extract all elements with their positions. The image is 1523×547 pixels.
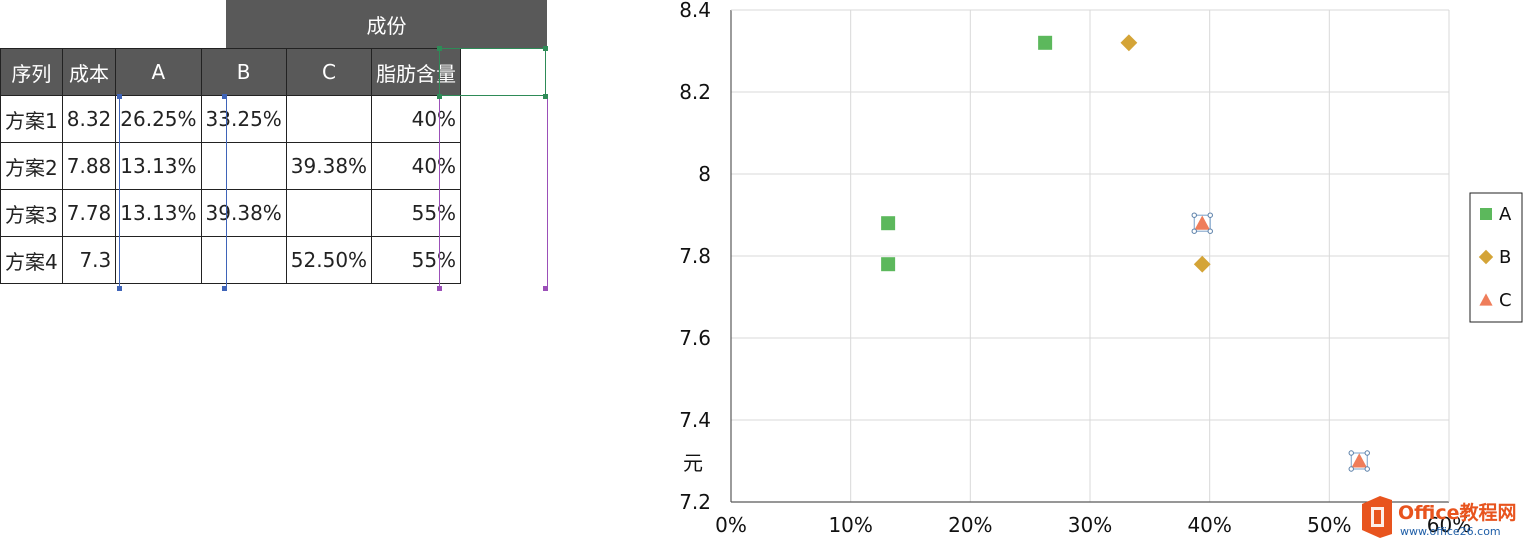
point-selection-box <box>1193 214 1211 232</box>
range-handle[interactable] <box>117 286 122 291</box>
cell-c[interactable] <box>285 189 373 237</box>
legend-marker-b[interactable] <box>1478 249 1494 265</box>
point-selection-handle[interactable] <box>1207 212 1213 218</box>
y-tick-label: 8.4 <box>679 0 711 22</box>
point-selection-handle[interactable] <box>1364 466 1370 472</box>
table-row: 方案4 7.3 52.50% 55% <box>0 236 462 284</box>
header-cost[interactable]: 成本 <box>61 48 117 96</box>
range-handle[interactable] <box>117 94 122 99</box>
cell-b[interactable]: 33.25% <box>200 95 287 143</box>
y-tick-label: 8 <box>698 162 711 186</box>
range-handle[interactable] <box>543 46 548 51</box>
cell-c[interactable]: 39.38% <box>285 142 373 190</box>
data-point-b[interactable] <box>1193 255 1211 273</box>
point-selection-box <box>1350 452 1368 470</box>
y-tick-label: 7.8 <box>679 244 711 268</box>
cell-name[interactable]: 方案1 <box>0 95 63 143</box>
cell-c[interactable]: 52.50% <box>285 236 373 284</box>
range-handle[interactable] <box>437 286 442 291</box>
cell-fat[interactable]: 55% <box>371 189 462 237</box>
range-handle[interactable] <box>437 46 442 51</box>
point-selection-handle[interactable] <box>1207 228 1213 234</box>
data-point-a[interactable] <box>1038 35 1053 50</box>
point-selection-handle[interactable] <box>1364 450 1370 456</box>
watermark: Office教程网 www.office26.com <box>1358 490 1523 543</box>
x-tick-label: 0% <box>715 513 747 537</box>
cell-b[interactable] <box>200 142 287 190</box>
data-table: 序列 成本 A B C 脂肪含量 方案1 8.32 26.25% 33.25% … <box>0 48 462 284</box>
header-b[interactable]: B <box>200 48 287 96</box>
x-tick-label: 20% <box>948 513 992 537</box>
cell-b[interactable]: 39.38% <box>200 189 287 237</box>
cell-name[interactable]: 方案3 <box>0 189 63 237</box>
point-selection-handle[interactable] <box>1348 466 1354 472</box>
cell-a[interactable]: 13.13% <box>115 142 202 190</box>
watermark-brand: Office教程网 <box>1398 501 1517 524</box>
header-row: 序列 成本 A B C 脂肪含量 <box>0 48 462 96</box>
legend-label-b: B <box>1499 247 1511 268</box>
range-handle[interactable] <box>543 286 548 291</box>
point-selection-handle[interactable] <box>1348 450 1354 456</box>
watermark-url: www.office26.com <box>1400 525 1501 538</box>
data-point-c[interactable] <box>1351 453 1367 468</box>
y-tick-label: 7.2 <box>679 490 711 514</box>
cell-fat[interactable]: 55% <box>371 236 462 284</box>
range-handle[interactable] <box>543 94 548 99</box>
cell-a[interactable]: 13.13% <box>115 189 202 237</box>
header-a[interactable]: A <box>115 48 202 96</box>
x-tick-label: 10% <box>828 513 872 537</box>
header-series[interactable]: 序列 <box>0 48 63 96</box>
legend-marker-c[interactable] <box>1479 293 1493 306</box>
x-tick-label: 50% <box>1307 513 1351 537</box>
cell-cost[interactable]: 7.3 <box>61 236 117 284</box>
cell-b[interactable] <box>200 236 287 284</box>
data-point-a[interactable] <box>881 216 896 231</box>
cell-cost[interactable]: 8.32 <box>61 95 117 143</box>
table-row: 方案1 8.32 26.25% 33.25% 40% <box>0 95 462 143</box>
cell-fat[interactable]: 40% <box>371 142 462 190</box>
y-axis-label: 元 <box>683 451 703 475</box>
scatter-chart[interactable]: 0% 10% 20% 30% 40% 50% 60%7.27.47.67.888.28.4 … <box>660 0 1523 543</box>
data-points <box>881 34 1370 472</box>
point-selection-handle[interactable] <box>1191 212 1197 218</box>
cell-name[interactable]: 方案4 <box>0 236 63 284</box>
y-tick-label: 8.2 <box>679 80 711 104</box>
data-point-c[interactable] <box>1194 215 1210 230</box>
table-row: 方案2 7.88 13.13% 39.38% 40% <box>0 142 462 190</box>
cell-name[interactable]: 方案2 <box>0 142 63 190</box>
legend[interactable]: A B C <box>1469 192 1523 323</box>
cell-a[interactable]: 26.25% <box>115 95 202 143</box>
office-logo-icon: Office教程网 www.office26.com <box>1362 496 1517 538</box>
legend-label-c: C <box>1499 290 1512 311</box>
table-row: 方案3 7.78 13.13% 39.38% 55% <box>0 189 462 237</box>
cell-cost[interactable]: 7.88 <box>61 142 117 190</box>
range-handle[interactable] <box>222 94 227 99</box>
x-tick-label: 40% <box>1187 513 1231 537</box>
cell-fat[interactable]: 40% <box>371 95 462 143</box>
data-point-a[interactable] <box>881 257 896 272</box>
legend-label-a: A <box>1499 204 1512 225</box>
group-header-ingredients: 成份 <box>226 0 547 48</box>
range-handle[interactable] <box>437 94 442 99</box>
tick-labels: 0% 10% 20% 30% 40% 50% 60% 7.2 7.4 7.6 7.8 8 8.2 8.4 <box>679 0 1471 537</box>
y-tick-label: 7.4 <box>679 408 711 432</box>
cell-c[interactable] <box>285 95 373 143</box>
header-c[interactable]: C <box>285 48 373 96</box>
cell-a[interactable] <box>115 236 202 284</box>
x-tick-label: 60% <box>1427 513 1471 537</box>
x-tick-label: 30% <box>1068 513 1112 537</box>
y-tick-label: 7.6 <box>679 326 711 350</box>
point-selection-handle[interactable] <box>1191 228 1197 234</box>
header-fat[interactable]: 脂肪含量 <box>371 48 462 96</box>
range-handle[interactable] <box>222 286 227 291</box>
gridlines <box>731 9 1450 502</box>
legend-box <box>1469 192 1523 323</box>
legend-marker-a[interactable] <box>1480 208 1492 220</box>
cell-cost[interactable]: 7.78 <box>61 189 117 237</box>
axes <box>730 9 1450 503</box>
